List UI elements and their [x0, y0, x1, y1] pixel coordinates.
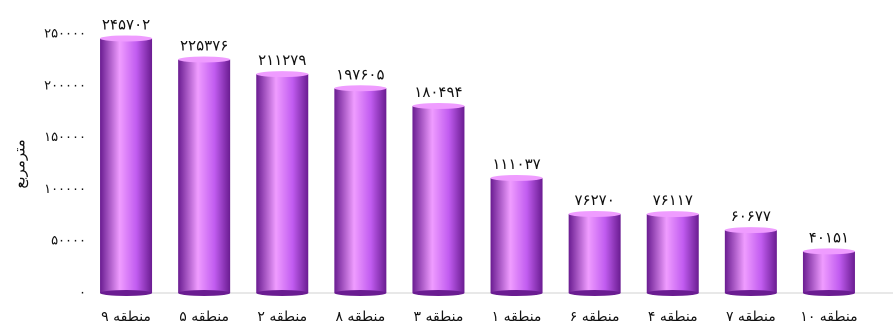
- y-tick-label: ۱۰۰۰۰۰: [44, 182, 86, 197]
- data-label: ۱۹۷۶۰۵: [336, 65, 384, 83]
- bar-top: [178, 56, 231, 63]
- x-tick-label: منطقه ۳: [414, 309, 464, 325]
- x-tick-label: منطقه ۲: [257, 309, 307, 325]
- data-label: ۱۸۰۴۹۴: [414, 83, 462, 101]
- x-axis: منطقه ۹ منطقه ۵ منطقه ۲ منطقه ۸ منطقه ۳ منطقه…: [101, 309, 857, 325]
- bar-body: [412, 106, 465, 294]
- bar-base: [568, 290, 621, 296]
- bar-top: [100, 35, 153, 42]
- bar-body: [568, 213, 621, 293]
- bar-top: [256, 71, 309, 78]
- data-labels: ۲۴۵۷۰۲ ۲۲۵۳۷۶ ۲۱۱۲۷۹ ۱۹۷۶۰۵ ۱۸۰۴۹۴ ۱۱۱۰۳۷ ۷۶۲۷…: [102, 15, 849, 246]
- bar: [490, 174, 543, 296]
- x-tick-label: منطقه ۸: [335, 309, 385, 325]
- bar-body: [334, 88, 387, 293]
- bar-base: [256, 290, 309, 296]
- bar-body: [178, 59, 231, 293]
- data-label: ۲۱۱۲۷۹: [258, 51, 306, 69]
- data-label: ۲۲۵۳۷۶: [180, 37, 228, 55]
- y-axis-label: مترمربع: [11, 139, 29, 188]
- y-tick-label: ۱۵۰۰۰۰: [44, 130, 86, 145]
- y-tick-label: ۲۰۰۰۰۰: [44, 78, 86, 93]
- bar-base: [490, 290, 543, 296]
- y-tick-label: ۲۵۰۰۰۰: [44, 27, 86, 42]
- bar-base: [100, 290, 153, 296]
- bar: [334, 85, 387, 296]
- bar-body: [802, 251, 855, 293]
- bar: [100, 35, 153, 296]
- bar-body: [100, 38, 153, 293]
- bar-base: [412, 290, 465, 296]
- x-tick-label: منطقه ۱: [492, 309, 542, 325]
- bar-body: [724, 230, 777, 293]
- bars: [100, 35, 855, 296]
- bar-top: [646, 211, 699, 218]
- y-tick-label: ۵۰۰۰۰: [51, 234, 86, 249]
- data-label: ۴۰۱۵۱: [809, 228, 849, 246]
- bar: [724, 227, 777, 296]
- bar-top: [724, 227, 777, 234]
- bar: [256, 71, 309, 296]
- x-tick-label: منطقه ۴: [648, 309, 698, 325]
- data-label: ۷۶۲۷۰: [575, 191, 615, 209]
- x-tick-label: منطقه ۹: [101, 309, 151, 325]
- bar-body: [646, 214, 699, 293]
- data-label: ۲۴۵۷۰۲: [102, 15, 150, 33]
- bar: [412, 103, 465, 296]
- data-label: ۱۱۱۰۳۷: [492, 155, 540, 173]
- data-label: ۶۰۶۷۷: [731, 207, 771, 225]
- bar: [802, 248, 855, 296]
- bar-top: [568, 210, 621, 217]
- bar-base: [646, 290, 699, 296]
- x-tick-label: منطقه ۵: [179, 309, 229, 325]
- bar-body: [490, 177, 543, 293]
- data-label: ۷۶۱۱۷: [653, 191, 693, 209]
- bar-top: [802, 248, 855, 255]
- bar-top: [412, 103, 465, 110]
- y-axis: ۰ ۵۰۰۰۰ ۱۰۰۰۰۰ ۱۵۰۰۰۰ ۲۰۰۰۰۰ ۲۵۰۰۰۰: [44, 27, 86, 301]
- bar: [568, 210, 621, 296]
- bar-top: [490, 174, 543, 181]
- bar-base: [178, 290, 231, 296]
- x-tick-label: منطقه ۶: [570, 309, 620, 325]
- bar: [178, 56, 231, 296]
- bar-base: [802, 290, 855, 296]
- y-tick-label: ۰: [79, 286, 86, 301]
- bar: [646, 211, 699, 296]
- x-tick-label: منطقه ۱۰: [800, 309, 857, 325]
- bar-body: [256, 74, 309, 293]
- bar-top: [334, 85, 387, 92]
- x-tick-label: منطقه ۷: [726, 309, 776, 325]
- bar-base: [334, 290, 387, 296]
- bar-base: [724, 290, 777, 296]
